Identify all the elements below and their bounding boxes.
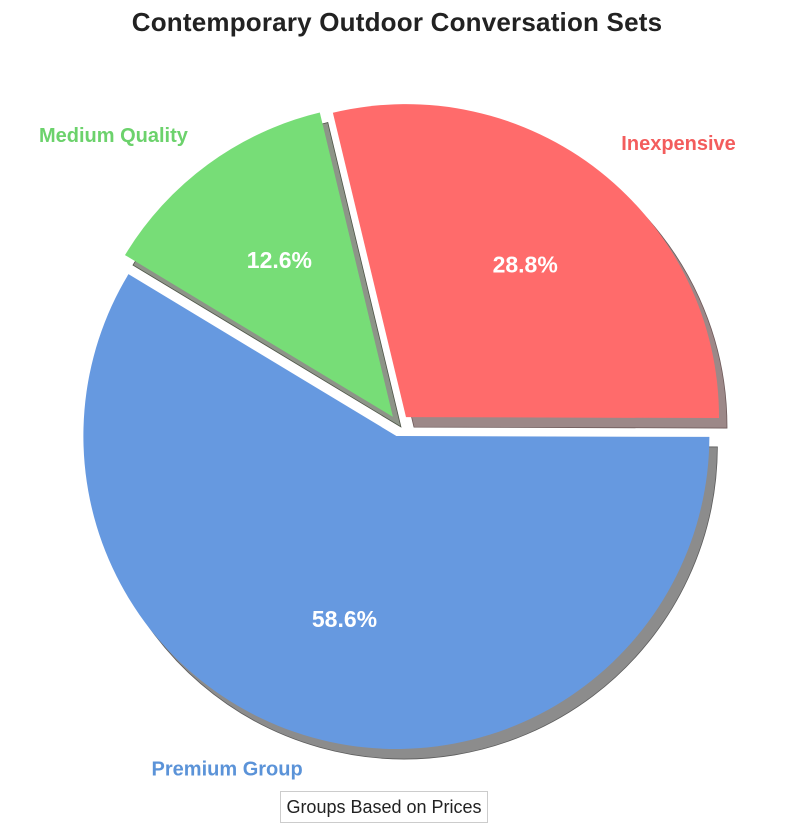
svg-text:Premium Group: Premium Group bbox=[152, 759, 303, 781]
svg-text:28.8%: 28.8% bbox=[493, 251, 558, 277]
svg-text:12.6%: 12.6% bbox=[247, 247, 312, 273]
svg-text:Medium Quality: Medium Quality bbox=[39, 125, 189, 147]
svg-text:Inexpensive: Inexpensive bbox=[621, 133, 736, 155]
svg-text:58.6%: 58.6% bbox=[312, 606, 377, 632]
